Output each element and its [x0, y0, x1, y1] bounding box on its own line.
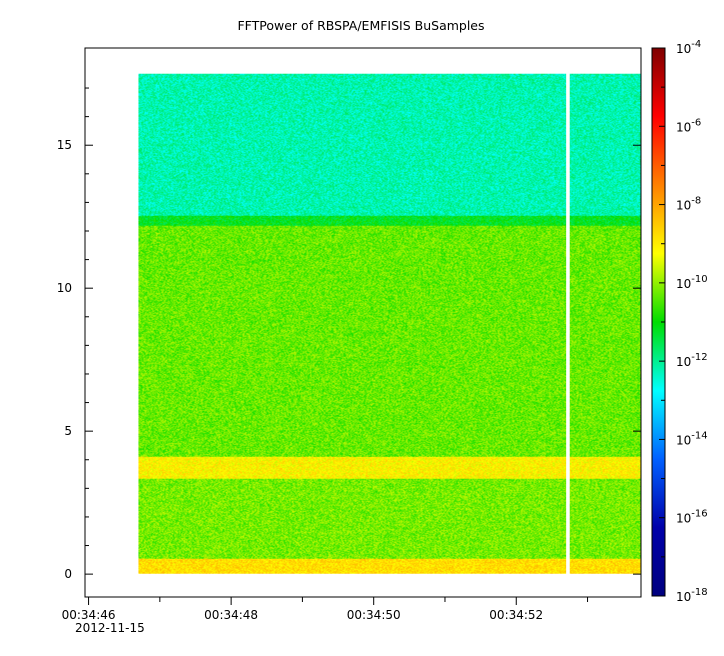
y-tick-label: 5 [64, 424, 72, 438]
colorbar-tick-label: 10-6 [676, 117, 701, 134]
colorbar-tick-label: 10-4 [676, 39, 701, 56]
y-tick-label: 15 [57, 138, 72, 152]
colorbar-tick-label: 10-18 [676, 587, 708, 604]
x-tick-label: 00:34:46 [62, 608, 116, 622]
heatmap-area [138, 73, 642, 574]
gap-stripe [566, 72, 570, 575]
y-tick-label: 10 [57, 281, 72, 295]
colorbar-tick-label: 10-12 [676, 352, 708, 369]
x-axis: 00:34:46 00:34:48 00:34:50 00:34:52 [62, 597, 589, 622]
colorbar-tick-label: 10-16 [676, 509, 708, 526]
colorbar-tick-label: 10-10 [676, 274, 708, 291]
chart-title: FFTPower of RBSPA/EMFISIS BuSamples [237, 18, 484, 33]
heatmap-raster [138, 73, 642, 574]
colorbar-ticks: 10-4 10-6 10-8 10-10 10-12 10-14 10-16 10-18 [659, 39, 708, 604]
y-tick-label: 0 [64, 567, 72, 581]
x-date-label: 2012-11-15 [75, 621, 145, 635]
x-tick-label: 00:34:50 [347, 608, 401, 622]
colorbar-tick-label: 10-8 [676, 196, 701, 213]
data-gap [566, 72, 570, 575]
x-tick-label: 00:34:48 [204, 608, 258, 622]
y-axis: 0 5 10 15 [57, 87, 641, 581]
x-tick-label: 00:34:52 [489, 608, 543, 622]
colorbar-tick-label: 10-14 [676, 430, 708, 447]
plot-frame [84, 47, 642, 598]
